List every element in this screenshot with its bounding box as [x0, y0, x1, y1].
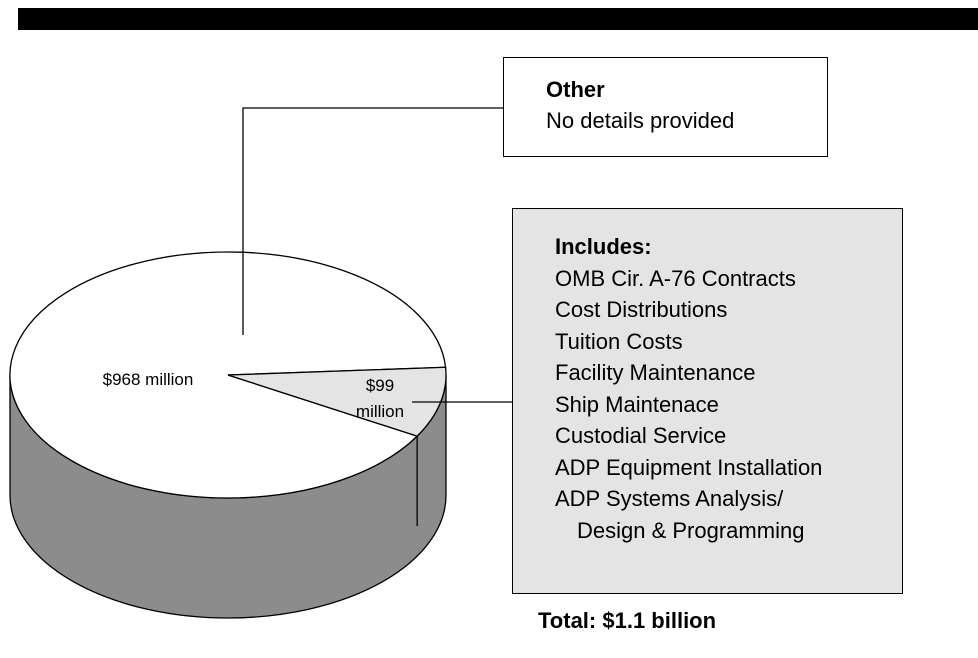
includes-item: Design & Programming	[577, 517, 805, 543]
other-title: Other	[546, 77, 605, 102]
slice-label-small-line1: $99	[366, 376, 394, 395]
other-callout-box: Other No details provided	[503, 57, 828, 157]
pie-slice-small	[227, 366, 447, 437]
header-bar	[18, 8, 978, 30]
includes-item: ADP Equipment Installation	[555, 454, 823, 480]
includes-item: Ship Maintenace	[555, 391, 719, 417]
pie-slice-large	[9, 251, 447, 499]
other-text: No details provided	[546, 108, 735, 133]
includes-title: Includes:	[555, 234, 652, 259]
includes-item: OMB Cir. A-76 Contracts	[555, 265, 796, 291]
slice-label-large: $968 million	[103, 370, 194, 389]
includes-item: ADP Systems Analysis/	[555, 486, 784, 511]
includes-item: Cost Distributions	[555, 297, 728, 322]
includes-item: Custodial Service	[555, 423, 727, 448]
total-label: Total: $1.1 billion	[538, 608, 717, 633]
slice-label-small-line2: million	[356, 402, 404, 421]
includes-item: Facility Maintenance	[555, 360, 756, 385]
other-leader-line	[242, 107, 503, 335]
includes-callout-box: Includes: OMB Cir. A-76 Contracts Cost D…	[512, 208, 903, 594]
includes-item: Tuition Costs	[555, 328, 683, 354]
